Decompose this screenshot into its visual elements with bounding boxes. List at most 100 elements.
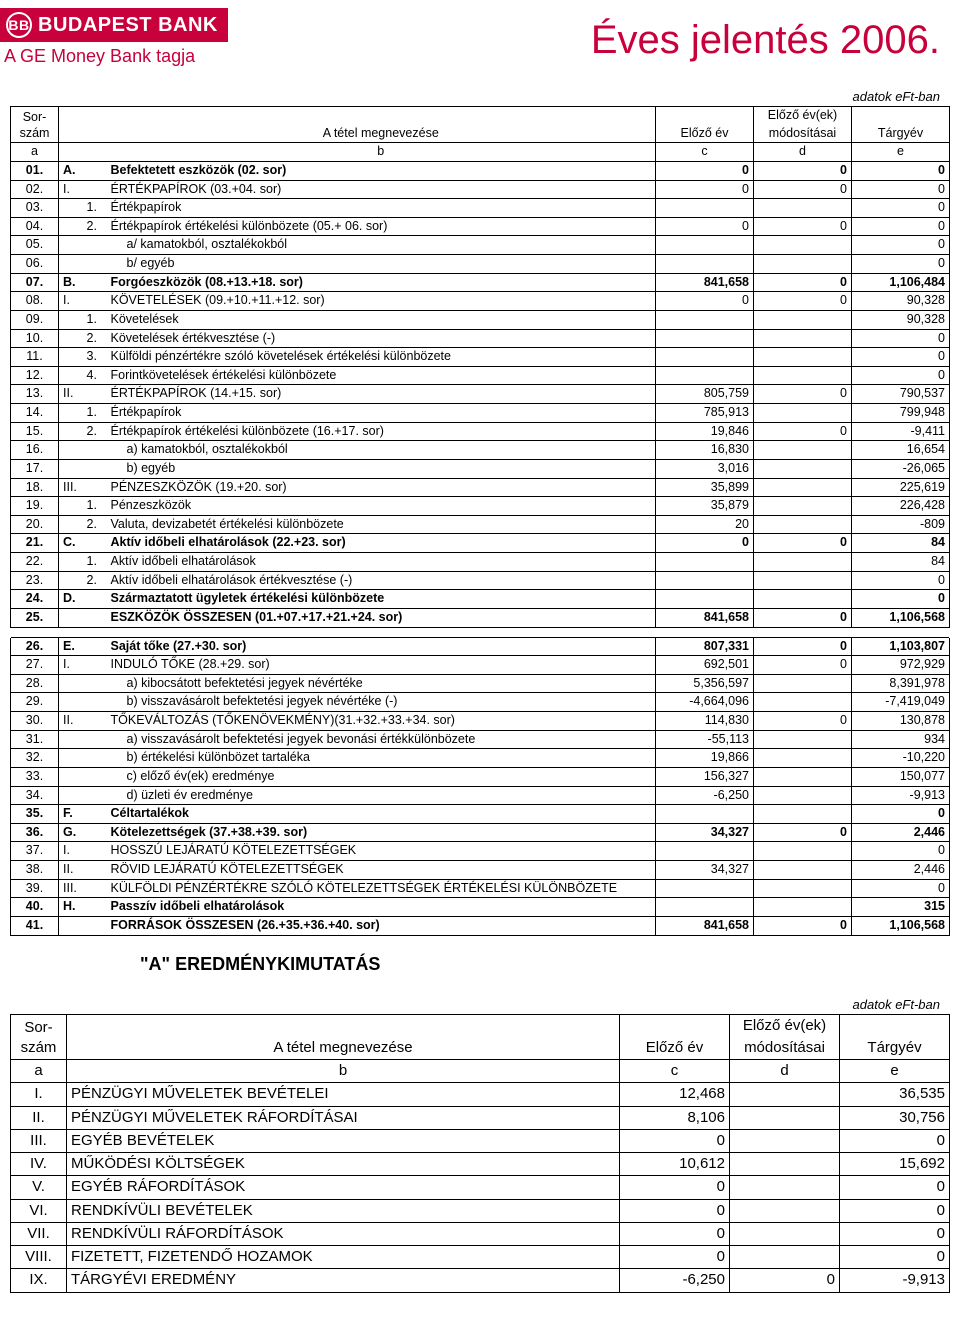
row-prev: -6,250 — [620, 1269, 730, 1292]
table-row: 25.ESZKÖZÖK ÖSSZESEN (01.+07.+17.+21.+24… — [11, 608, 950, 627]
row-title: c) előző év(ek) eredménye — [107, 767, 656, 786]
row-prev — [656, 329, 754, 348]
row-prefix-2: 1. — [83, 404, 107, 423]
row-mod — [754, 571, 852, 590]
table-row: 31.a) visszavásárolt befektetési jegyek … — [11, 730, 950, 749]
table-row: III.EGYÉB BEVÉTELEK00 — [11, 1129, 950, 1152]
row-curr: 0 — [840, 1176, 950, 1199]
row-prev: 10,612 — [620, 1153, 730, 1176]
row-mod — [754, 441, 852, 460]
row-num: 09. — [11, 310, 59, 329]
row-curr: 2,446 — [852, 823, 950, 842]
row-prefix-2: 1. — [83, 199, 107, 218]
row-title: d) üzleti év eredménye — [107, 786, 656, 805]
table-row: 18.III.PÉNZESZKÖZÖK (19.+20. sor)35,8992… — [11, 478, 950, 497]
row-prefix-1 — [59, 422, 83, 441]
row-num: 06. — [11, 255, 59, 274]
row-prev — [656, 348, 754, 367]
row-mod — [754, 879, 852, 898]
row-title: INDULÓ TŐKE (28.+29. sor) — [107, 656, 656, 675]
hdr-d: d — [730, 1060, 840, 1083]
row-num: 25. — [11, 608, 59, 627]
row-mod — [754, 674, 852, 693]
hdr-elozo: Előző év — [620, 1014, 730, 1060]
row-mod — [754, 590, 852, 609]
row-prefix-1: I. — [59, 180, 83, 199]
row-prefix-2 — [83, 590, 107, 609]
row-prev — [656, 236, 754, 255]
row-mod — [730, 1246, 840, 1269]
row-num: 13. — [11, 385, 59, 404]
hdr-szam: szám — [15, 126, 54, 142]
row-prev: 35,899 — [656, 478, 754, 497]
table-row: 03.1.Értékpapírok0 — [11, 199, 950, 218]
hdr-b: b — [107, 143, 656, 162]
row-num: VII. — [11, 1222, 67, 1245]
row-title: b/ egyéb — [107, 255, 656, 274]
row-prev — [656, 553, 754, 572]
row-prefix-1 — [59, 786, 83, 805]
table-row: 09.1.Követelések90,328 — [11, 310, 950, 329]
table-row: 05.a/ kamatokból, osztalékokból0 — [11, 236, 950, 255]
row-prev: 805,759 — [656, 385, 754, 404]
row-title: Értékpapírok értékelési különbözete (05.… — [107, 217, 656, 236]
row-prefix-2: 4. — [83, 366, 107, 385]
row-prefix-2 — [83, 292, 107, 311]
row-title: RENDKÍVÜLI BEVÉTELEK — [67, 1199, 620, 1222]
row-curr: -809 — [852, 515, 950, 534]
row-prefix-2 — [83, 441, 107, 460]
row-curr: 0 — [852, 805, 950, 824]
row-prefix-2 — [83, 608, 107, 627]
row-prev: 0 — [620, 1222, 730, 1245]
row-title: PÉNZÜGYI MŰVELETEK RÁFORDÍTÁSAI — [67, 1106, 620, 1129]
row-title: a) kibocsátott befektetési jegyek névért… — [107, 674, 656, 693]
table-row: 04.2.Értékpapírok értékelési különbözete… — [11, 217, 950, 236]
row-num: 03. — [11, 199, 59, 218]
row-prev: 16,830 — [656, 441, 754, 460]
row-num: III. — [11, 1129, 67, 1152]
row-mod — [754, 366, 852, 385]
row-prefix-1 — [59, 693, 83, 712]
row-title: ÉRTÉKPAPÍROK (03.+04. sor) — [107, 180, 656, 199]
row-prefix-1 — [59, 255, 83, 274]
row-prev: 692,501 — [656, 656, 754, 675]
row-mod: 0 — [754, 422, 852, 441]
row-prev — [656, 571, 754, 590]
row-num: VIII. — [11, 1246, 67, 1269]
table-row: 19.1.Pénzeszközök35,879226,428 — [11, 497, 950, 516]
bank-logo: BB BUDAPEST BANK — [0, 8, 228, 42]
row-num: 05. — [11, 236, 59, 255]
row-curr: 315 — [852, 898, 950, 917]
row-prefix-2 — [83, 693, 107, 712]
table-row: 06.b/ egyéb0 — [11, 255, 950, 274]
row-num: 29. — [11, 693, 59, 712]
row-curr: 90,328 — [852, 310, 950, 329]
row-title: Saját tőke (27.+30. sor) — [107, 637, 656, 656]
row-title: Kötelezettségek (37.+38.+39. sor) — [107, 823, 656, 842]
row-mod — [730, 1199, 840, 1222]
table-row: 10.2.Követelések értékvesztése (-)0 — [11, 329, 950, 348]
row-num: 33. — [11, 767, 59, 786]
row-num: V. — [11, 1176, 67, 1199]
row-title: Követelések értékvesztése (-) — [107, 329, 656, 348]
row-prefix-1 — [59, 366, 83, 385]
row-num: 22. — [11, 553, 59, 572]
row-prefix-1: II. — [59, 385, 83, 404]
row-curr: -9,411 — [852, 422, 950, 441]
table-row: 33.c) előző év(ek) eredménye156,327150,0… — [11, 767, 950, 786]
row-mod — [754, 805, 852, 824]
row-num: 31. — [11, 730, 59, 749]
row-curr: -10,220 — [852, 749, 950, 768]
table-row: 41.FORRÁSOK ÖSSZESEN (26.+35.+36.+40. so… — [11, 916, 950, 935]
row-prev — [656, 805, 754, 824]
row-prefix-2 — [83, 767, 107, 786]
table-row: 29.b) visszavásárolt befektetési jegyek … — [11, 693, 950, 712]
row-curr: 0 — [840, 1199, 950, 1222]
row-mod — [754, 693, 852, 712]
row-mod: 0 — [754, 161, 852, 180]
row-title: KÖVETELÉSEK (09.+10.+11.+12. sor) — [107, 292, 656, 311]
row-prev — [656, 842, 754, 861]
row-mod — [754, 329, 852, 348]
row-num: 38. — [11, 861, 59, 880]
row-prefix-1 — [59, 674, 83, 693]
